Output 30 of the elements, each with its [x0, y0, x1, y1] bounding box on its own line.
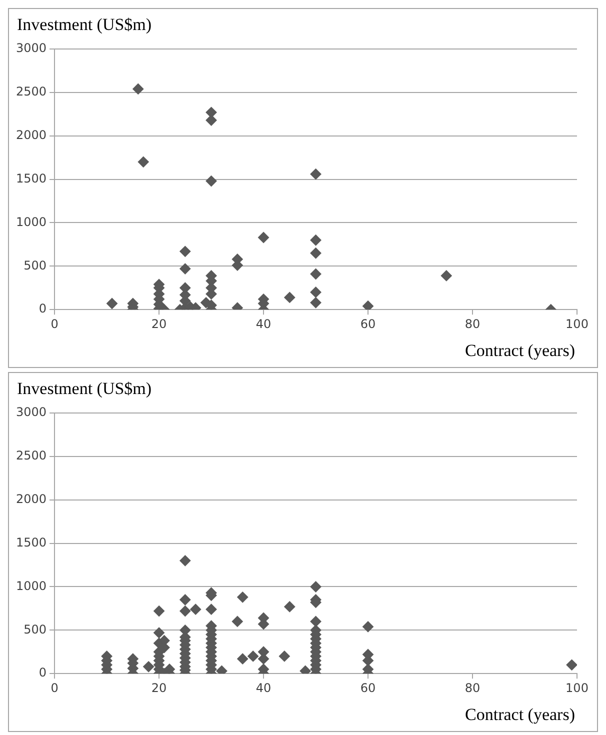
x-tick-label: 0 — [50, 680, 58, 695]
y-axis-title: Investment (US$m) — [17, 379, 152, 399]
x-tick-label: 60 — [360, 680, 376, 695]
y-tick-label: 2000 — [16, 128, 47, 142]
y-tick-label: 2000 — [16, 492, 47, 506]
y-tick-label: 1000 — [16, 214, 47, 229]
x-tick-label: 0 — [50, 316, 58, 331]
y-tick-label: 500 — [24, 258, 47, 272]
x-axis-title: Contract (years) — [465, 705, 575, 725]
x-tick-label: 80 — [464, 316, 480, 331]
y-tick-label: 0 — [38, 302, 47, 316]
y-tick-label: 1500 — [16, 535, 47, 550]
x-axis-title: Contract (years) — [465, 341, 575, 361]
x-tick-label: 100 — [566, 680, 588, 695]
y-tick-label: 500 — [24, 622, 47, 636]
y-tick-label: 2500 — [16, 448, 47, 463]
x-tick-label: 40 — [256, 680, 272, 695]
x-tick-label: 60 — [360, 316, 376, 331]
y-tick-label: 3000 — [16, 405, 47, 420]
x-tick-label: 20 — [151, 316, 167, 331]
x-tick-label: 20 — [151, 680, 167, 695]
y-tick-label: 2500 — [16, 84, 47, 99]
y-tick-label: 0 — [38, 666, 47, 680]
y-tick-label: 3000 — [16, 41, 47, 56]
x-tick-label: 100 — [566, 316, 588, 331]
x-tick-label: 40 — [256, 316, 272, 331]
y-tick-label: 1000 — [16, 578, 47, 593]
y-tick-label: 1500 — [16, 171, 47, 186]
y-axis-title: Investment (US$m) — [17, 15, 152, 35]
x-tick-label: 80 — [464, 680, 480, 695]
